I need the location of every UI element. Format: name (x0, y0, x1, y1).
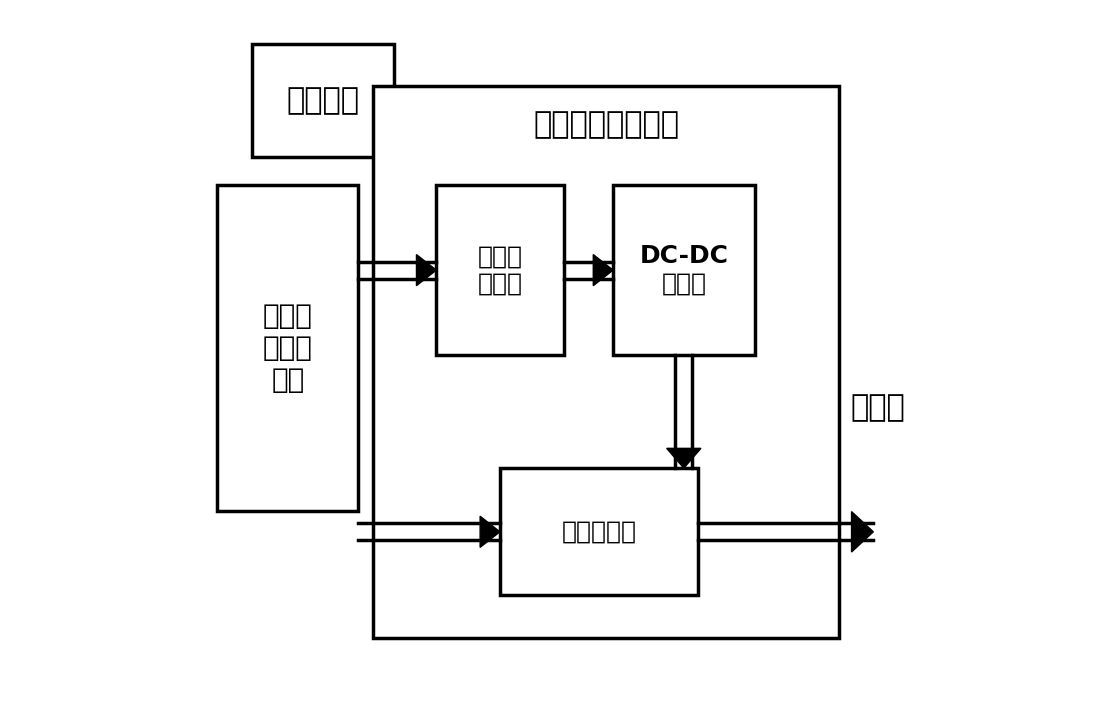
Text: 输出可调电压单元: 输出可调电压单元 (533, 111, 679, 140)
Bar (613, 185, 755, 355)
Text: 现场可
编程门
阵列: 现场可 编程门 阵列 (263, 302, 313, 394)
Bar (253, 44, 394, 157)
Bar (500, 468, 698, 596)
Polygon shape (416, 255, 436, 285)
Bar (373, 86, 839, 638)
Polygon shape (480, 516, 500, 547)
Text: 电源模块: 电源模块 (287, 86, 359, 115)
Polygon shape (667, 448, 701, 468)
Bar (436, 185, 563, 355)
Polygon shape (851, 512, 874, 552)
Polygon shape (593, 255, 613, 285)
Text: 输出端: 输出端 (851, 393, 906, 422)
Bar (217, 185, 358, 510)
Text: 电平转换器: 电平转换器 (561, 520, 637, 544)
Text: DC-DC
转换器: DC-DC 转换器 (639, 244, 728, 296)
Text: 可编程
电位器: 可编程 电位器 (477, 244, 522, 296)
